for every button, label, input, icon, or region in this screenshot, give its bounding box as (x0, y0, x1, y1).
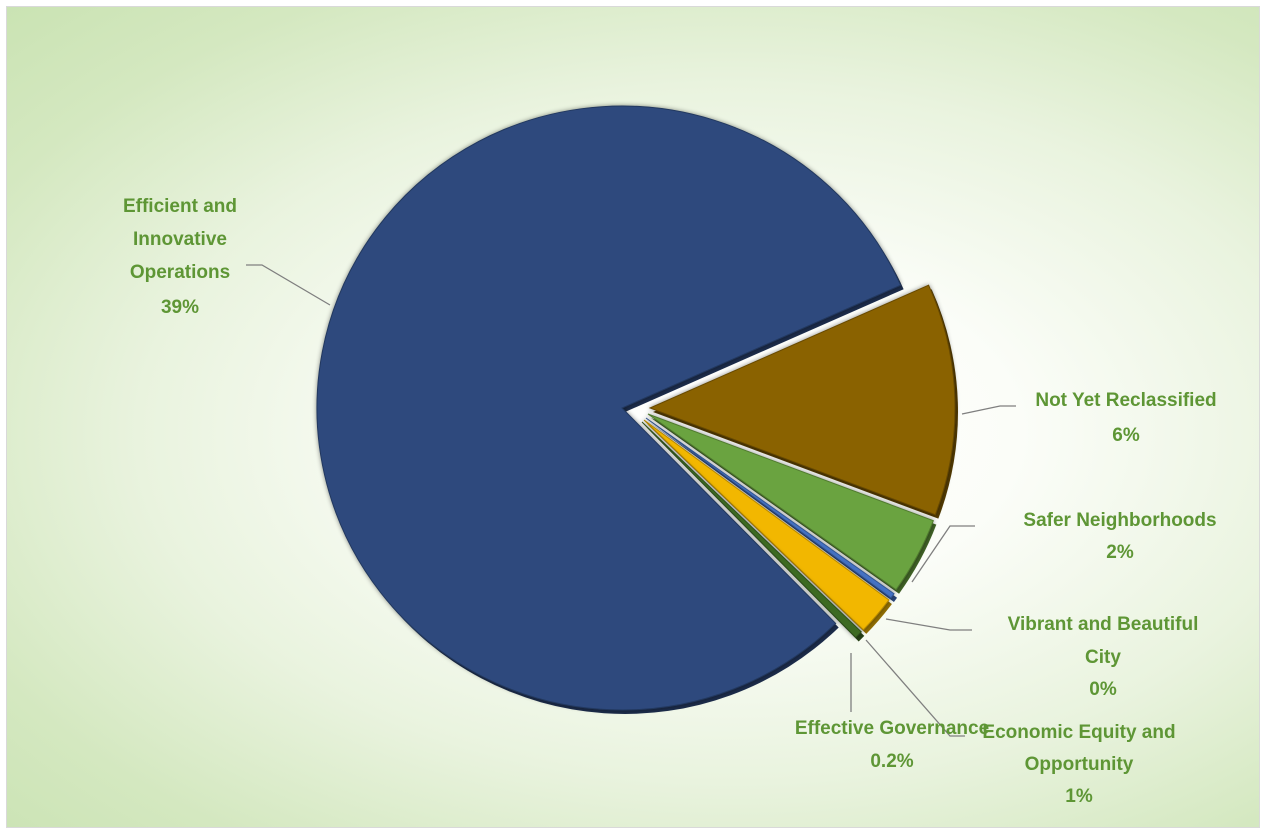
slice-group-vibrant-and-beautiful-city (645, 417, 898, 602)
slice-label-safer-neighborhoods: Safer Neighborhoods (1023, 510, 1216, 531)
slice-efficient-and-innovative-operations (316, 105, 902, 711)
slice-group-not-yet-reclassified (648, 284, 958, 519)
slice-value-efficient-and-innovative-operations: 39% (161, 297, 199, 318)
slice-group-efficient-and-innovative-operations (316, 105, 904, 714)
leader-line-vibrant-and-beautiful-city (885, 618, 972, 631)
slice-label-efficient-and-innovative-operations: Efficient and Innovative Operations (123, 196, 237, 283)
slice-value-not-yet-reclassified: 6% (1112, 425, 1140, 446)
slice-group-economic-equity-and-opportunity (643, 419, 892, 634)
slice-value-vibrant-and-beautiful-city: 0% (1089, 679, 1117, 700)
slice-label-effective-governance: Effective Governance (795, 718, 989, 739)
slice-label-economic-equity-and-opportunity: Economic Equity and Opportunity (982, 722, 1175, 775)
slice-label-vibrant-and-beautiful-city: Vibrant and Beautiful City (1008, 614, 1199, 668)
leader-line-efficient-and-innovative-operations (246, 264, 331, 306)
slice-safer-neighborhoods (647, 413, 934, 591)
slice-group-effective-governance (641, 421, 865, 642)
leader-line-not-yet-reclassified (961, 405, 1016, 415)
slice-label-not-yet-reclassified: Not Yet Reclassified (1035, 390, 1216, 411)
slice-vibrant-and-beautiful-city (645, 417, 895, 599)
leader-line-safer-neighborhoods (911, 525, 975, 583)
slice-value-safer-neighborhoods: 2% (1106, 542, 1134, 563)
slice-value-economic-equity-and-opportunity: 1% (1065, 786, 1093, 807)
slice-economic-equity-and-opportunity (643, 419, 890, 631)
slice-group-safer-neighborhoods (647, 413, 937, 594)
slice-effective-governance (641, 421, 862, 639)
slice-value-effective-governance: 0.2% (870, 751, 913, 772)
leader-line-economic-equity-and-opportunity (865, 639, 965, 737)
slice-not-yet-reclassified (648, 284, 956, 516)
